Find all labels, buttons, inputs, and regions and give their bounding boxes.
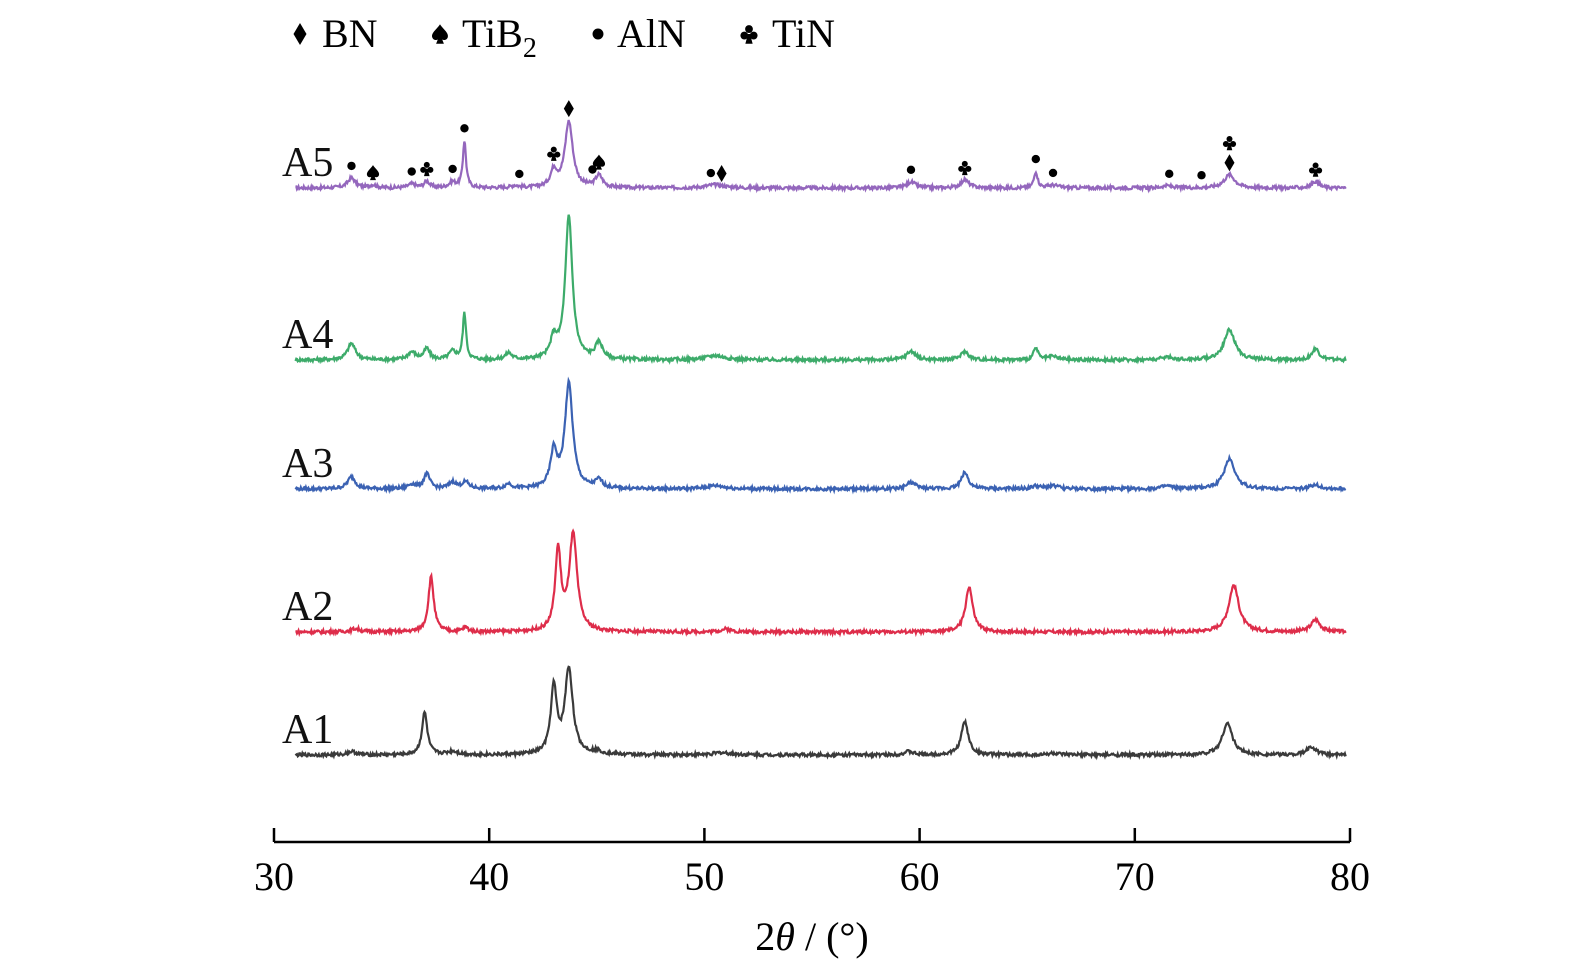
series-A3: A3: [282, 376, 1347, 495]
legend-label-main: BN: [322, 11, 378, 56]
x-tick-label-80: 80: [1330, 854, 1370, 899]
series-layer: A5 A4 A3 A2 A1: [282, 100, 1347, 761]
legend-club-icon: [740, 25, 758, 44]
peak-marker-dot-icon: [515, 169, 524, 179]
x-tick-label-60: 60: [900, 854, 940, 899]
peak-marker-dot-icon: [1165, 169, 1174, 179]
legend-diamond-icon: [293, 22, 307, 46]
series-A2: A2: [282, 528, 1347, 638]
series-line-A4: [294, 214, 1347, 366]
x-axis: 30 40 50 60 70 80: [254, 828, 1370, 899]
legend-dot-icon: [592, 28, 604, 40]
legend-entry-4: TiN: [740, 11, 835, 56]
x-axis-label-unit: / (°): [795, 914, 869, 959]
series-label-A3: A3: [282, 441, 333, 487]
peak-marker-club-icon: [547, 146, 561, 161]
peak-marker-dot-icon: [906, 165, 916, 175]
series-line-A5: [295, 119, 1347, 194]
peak-marker-dot-icon: [347, 161, 356, 171]
legend-entry-2: TiB2: [432, 11, 537, 64]
peak-marker-club-icon: [958, 160, 972, 176]
x-tick-label-50: 50: [684, 854, 724, 899]
x-axis-label-two: 2: [755, 914, 775, 959]
legend-label-main: AlN: [617, 11, 686, 56]
peak-marker-dot-icon: [448, 164, 457, 174]
peak-marker-club-icon: [1222, 135, 1237, 151]
legend: BN TiB2 AlN TiN: [293, 11, 835, 64]
series-label-A2: A2: [282, 584, 333, 630]
peak-marker-dot-icon: [588, 165, 597, 174]
legend-entry-3: AlN: [592, 11, 686, 56]
legend-label-main: TiB: [462, 11, 523, 56]
legend-label-subscript: 2: [523, 33, 537, 64]
legend-label-2: TiB2: [462, 11, 537, 64]
series-A4: A4: [282, 214, 1347, 366]
legend-label-4: TiN: [772, 11, 835, 56]
legend-label-main: TiN: [772, 11, 835, 56]
series-line-A1: [294, 665, 1347, 761]
series-line-A2: [295, 528, 1347, 638]
series-A5: A5: [282, 100, 1347, 194]
peak-marker-spade-icon: [592, 154, 606, 170]
peak-marker-diamond-icon: [1224, 154, 1235, 172]
peak-marker-diamond-icon: [563, 100, 574, 118]
peak-marker-dot-icon: [460, 124, 469, 133]
peak-marker-dot-icon: [1197, 171, 1206, 180]
series-line-A3: [294, 376, 1347, 495]
legend-label-1: BN: [322, 11, 378, 56]
peak-marker-diamond-icon: [716, 164, 727, 182]
x-axis-label-theta: θ: [775, 914, 795, 959]
peak-marker-spade-icon: [366, 165, 380, 181]
peak-marker-dot-icon: [407, 167, 416, 176]
peak-marker-dot-icon: [1048, 168, 1058, 178]
legend-label-3: AlN: [617, 11, 686, 56]
peak-marker-dot-icon: [706, 168, 716, 178]
peak-marker-dot-icon: [1031, 154, 1041, 164]
legend-spade-icon: [432, 24, 448, 44]
series-label-A4: A4: [282, 312, 333, 358]
x-axis-label: 2θ / (°): [755, 914, 868, 959]
legend-entry-1: BN: [293, 11, 378, 56]
series-label-A1: A1: [282, 707, 333, 753]
peak-marker-club-icon: [1308, 162, 1323, 177]
x-tick-label-70: 70: [1115, 854, 1155, 899]
peak-marker-club-icon: [420, 161, 434, 177]
series-A1: A1: [282, 665, 1347, 761]
x-tick-label-40: 40: [469, 854, 509, 899]
series-label-A5: A5: [282, 140, 333, 186]
x-tick-label-30: 30: [254, 854, 294, 899]
